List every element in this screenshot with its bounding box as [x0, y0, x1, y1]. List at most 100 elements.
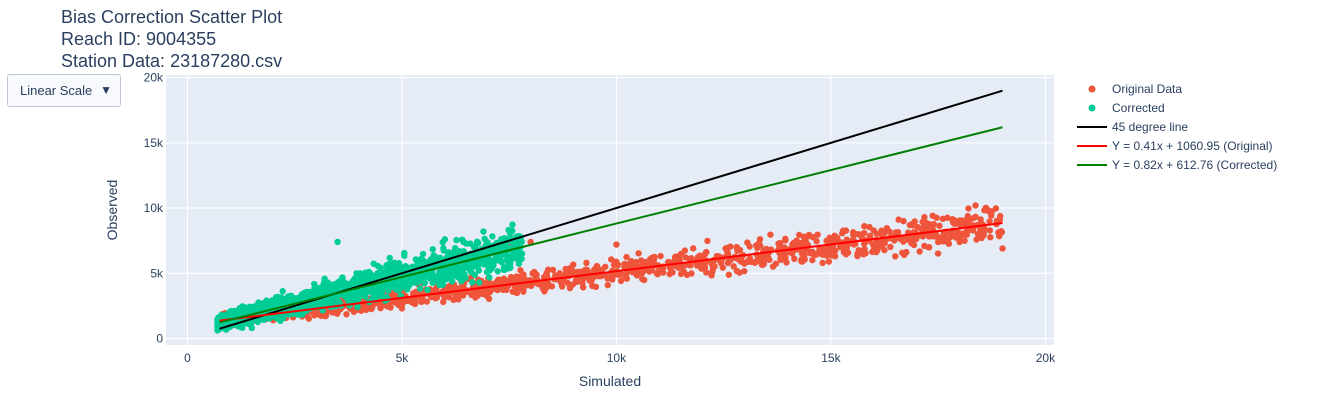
data-point [921, 213, 928, 221]
data-point [607, 256, 615, 263]
data-point [506, 259, 514, 266]
data-point [441, 268, 448, 275]
scale-dropdown[interactable]: Linear Scale ▼ [7, 74, 121, 107]
data-point [919, 224, 927, 232]
legend[interactable]: Original Data Corrected 45 degree line Y = … [1077, 82, 1277, 172]
data-point [934, 238, 942, 246]
chevron-down-icon: ▼ [100, 83, 112, 97]
data-point [939, 215, 947, 223]
data-point [484, 290, 492, 297]
data-point [746, 254, 754, 262]
data-point [930, 220, 937, 228]
data-point [378, 290, 385, 297]
data-point [977, 216, 984, 223]
data-point [486, 265, 493, 272]
data-point [650, 255, 658, 262]
data-point [216, 314, 223, 321]
data-point [465, 265, 473, 272]
chart-title: Bias Correction Scatter Plot Reach ID: 9… [61, 6, 282, 72]
trend-line [219, 222, 1003, 322]
data-point [759, 261, 767, 268]
data-point [677, 270, 685, 278]
data-point [414, 279, 422, 286]
data-point [336, 278, 343, 285]
data-point [351, 290, 359, 297]
data-point [814, 231, 821, 238]
data-point [358, 290, 365, 298]
data-point [498, 236, 505, 243]
data-point [910, 241, 918, 249]
legend-item[interactable]: Corrected [1088, 101, 1165, 115]
data-point [513, 273, 520, 280]
data-point [548, 283, 556, 290]
y-tick-label: 20k [144, 71, 164, 85]
data-point [936, 222, 943, 230]
data-point [384, 269, 391, 276]
data-point [346, 280, 353, 288]
data-point [775, 240, 782, 247]
data-point [578, 268, 585, 275]
data-point [471, 271, 479, 279]
data-point [953, 228, 960, 235]
data-point [436, 269, 443, 276]
data-point [324, 301, 331, 308]
x-tick-label: 10k [607, 351, 627, 365]
data-point [334, 238, 341, 246]
title-line-3: Station Data: 23187280.csv [61, 51, 283, 71]
data-point [374, 262, 382, 270]
data-point [696, 252, 703, 259]
data-point [392, 286, 400, 293]
data-point [631, 269, 639, 276]
data-point [431, 287, 438, 294]
legend-item[interactable]: Original Data [1088, 82, 1183, 96]
data-point [945, 240, 953, 247]
data-point [609, 276, 616, 283]
data-point [591, 266, 598, 273]
data-point [306, 288, 313, 296]
title-line-1: Bias Correction Scatter Plot [61, 7, 283, 27]
data-point [262, 315, 270, 322]
data-point [460, 265, 468, 272]
data-point [268, 299, 276, 307]
legend-item[interactable]: Y = 0.82x + 612.76 (Corrected) [1077, 158, 1277, 172]
data-point [329, 285, 336, 293]
data-point [419, 275, 427, 283]
data-point [343, 311, 350, 318]
data-point [783, 259, 790, 266]
data-point [945, 235, 953, 242]
scale-dropdown-label: Linear Scale [20, 83, 93, 98]
data-point [703, 269, 710, 276]
data-point [566, 284, 574, 292]
data-point [441, 236, 449, 243]
data-point [772, 260, 780, 267]
data-point [471, 244, 478, 251]
legend-item[interactable]: Y = 0.41x + 1060.95 (Original) [1077, 139, 1273, 153]
legend-label: 45 degree line [1112, 120, 1188, 134]
data-point [895, 216, 902, 223]
data-point [767, 231, 774, 238]
data-point [314, 287, 321, 295]
data-point [872, 248, 880, 256]
data-point [401, 249, 408, 257]
data-point [334, 308, 342, 315]
data-point [860, 251, 867, 258]
data-point [440, 298, 447, 306]
data-point [419, 257, 427, 264]
trend-lines[interactable] [219, 89, 1003, 330]
data-point [473, 238, 481, 245]
legend-marker [1088, 85, 1096, 93]
data-point [678, 263, 685, 270]
y-tick-label: 0 [156, 331, 163, 345]
legend-item[interactable]: 45 degree line [1077, 120, 1188, 134]
data-point [279, 288, 286, 295]
data-point [987, 234, 994, 241]
data-point [458, 277, 465, 285]
data-point [851, 230, 858, 237]
data-point [475, 279, 483, 286]
data-point [986, 227, 994, 234]
data-point [305, 301, 313, 308]
data-point [986, 218, 993, 225]
data-point [825, 258, 833, 265]
data-point [486, 259, 494, 267]
data-point [733, 243, 740, 251]
